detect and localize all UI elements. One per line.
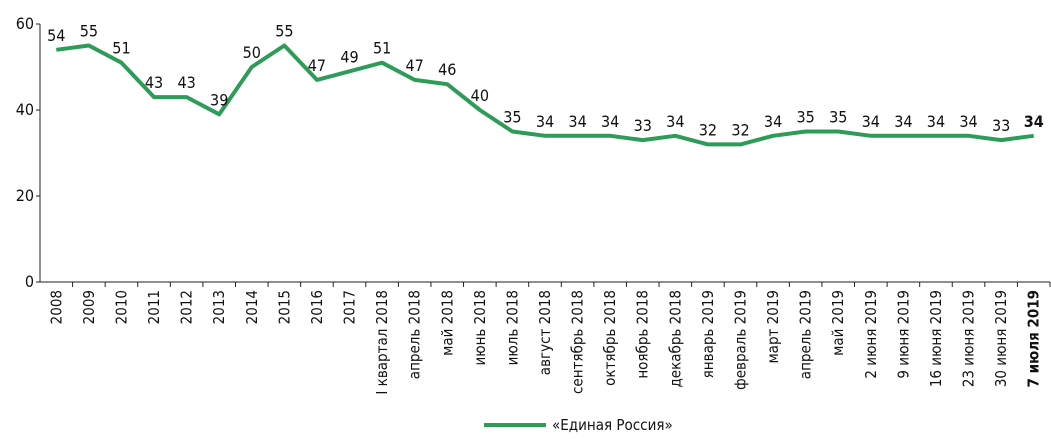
data-label: 34 — [927, 112, 945, 131]
x-tick-label: 7 июля 2019 — [1025, 290, 1043, 387]
data-label: 49 — [340, 47, 358, 66]
x-tick-label: 2011 — [145, 290, 163, 324]
data-label: 34 — [568, 112, 586, 131]
data-label: 34 — [862, 112, 880, 131]
data-label: 34 — [536, 112, 554, 131]
x-tick-label: апрель 2019 — [797, 290, 815, 379]
x-tick-label: январь 2019 — [699, 290, 717, 378]
y-tick-label: 20 — [16, 186, 34, 205]
series-line — [56, 43, 1034, 147]
x-tick-label: 2008 — [47, 290, 65, 324]
x-tick-label: декабрь 2018 — [666, 290, 684, 388]
x-tick-label: 2016 — [308, 290, 326, 324]
data-label: 34 — [764, 112, 782, 131]
data-label: 32 — [699, 120, 717, 139]
x-tick-label: 2013 — [210, 290, 228, 324]
y-tick-label: 60 — [16, 14, 34, 33]
data-label: 46 — [438, 60, 456, 79]
x-tick-label: 2009 — [80, 290, 98, 324]
x-tick-label: май 2019 — [829, 290, 847, 356]
data-label: 34 — [601, 112, 619, 131]
data-label: 40 — [471, 86, 489, 105]
data-label: 47 — [406, 56, 424, 75]
data-label: 33 — [992, 116, 1010, 135]
data-label: 35 — [503, 108, 521, 127]
data-label: 34 — [1024, 112, 1044, 131]
y-tick-label: 40 — [16, 100, 34, 119]
x-tick-label: 2 июня 2019 — [862, 290, 880, 379]
x-tick-label: июнь 2018 — [471, 290, 489, 366]
legend-label: «Единая Россия» — [552, 416, 673, 434]
y-tick-label: 0 — [25, 272, 34, 291]
x-tick-label: 23 июня 2019 — [960, 290, 978, 387]
x-tick-label: июль 2018 — [503, 290, 521, 365]
data-label: 54 — [47, 26, 65, 45]
data-label: 55 — [80, 22, 98, 41]
x-tick-label: ноябрь 2018 — [634, 290, 652, 379]
x-tick-label: апрель 2018 — [406, 290, 424, 379]
x-tick-label: 2017 — [341, 290, 359, 324]
data-label: 34 — [959, 112, 977, 131]
data-label: 34 — [666, 112, 684, 131]
data-label: 35 — [796, 108, 814, 127]
data-label: 33 — [634, 116, 652, 135]
data-label: 50 — [243, 43, 261, 62]
x-tick-label: октябрь 2018 — [601, 290, 619, 386]
data-label: 47 — [308, 56, 326, 75]
x-tick-label: август 2018 — [536, 290, 554, 375]
x-tick-label: 2015 — [275, 290, 293, 324]
data-label: 39 — [210, 90, 228, 109]
x-tick-label: май 2018 — [438, 290, 456, 356]
x-tick-label: февраль 2019 — [731, 290, 749, 390]
data-label: 51 — [112, 39, 130, 58]
data-label: 34 — [894, 112, 912, 131]
data-label: 43 — [145, 73, 163, 92]
x-tick-label: 2012 — [178, 290, 196, 324]
x-tick-label: 9 июня 2019 — [894, 290, 912, 379]
x-tick-label: март 2019 — [764, 290, 782, 364]
x-tick-label: сентябрь 2018 — [569, 290, 587, 394]
data-label: 55 — [275, 22, 293, 41]
data-label: 35 — [829, 108, 847, 127]
x-tick-label: I квартал 2018 — [373, 290, 391, 395]
data-label: 43 — [177, 73, 195, 92]
data-label: 51 — [373, 39, 391, 58]
x-tick-label: 2010 — [112, 290, 130, 324]
data-label: 32 — [731, 120, 749, 139]
x-tick-label: 16 июня 2019 — [927, 290, 945, 387]
x-tick-label: 2014 — [243, 290, 261, 324]
x-tick-label: 30 июня 2019 — [992, 290, 1010, 387]
